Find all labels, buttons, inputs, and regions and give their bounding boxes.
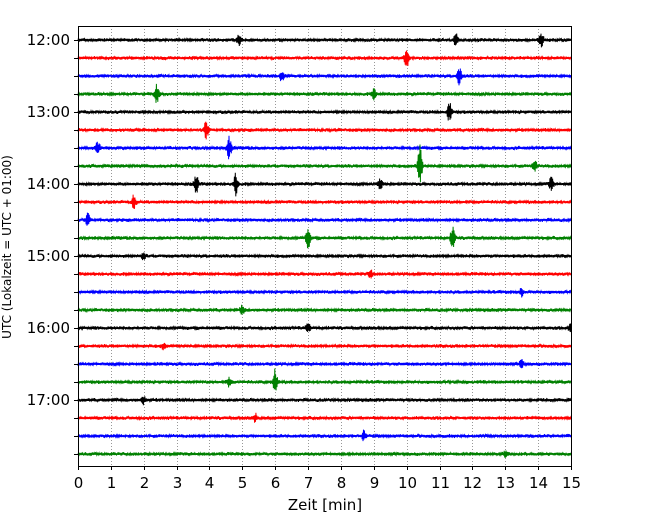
x-tick-label: 12 xyxy=(463,474,482,492)
plot-frame xyxy=(78,26,572,467)
x-tick-label: 14 xyxy=(529,474,548,492)
seismic-trace xyxy=(77,83,572,103)
y-axis-label: UTC (Lokalzeit = UTC + 01:00) xyxy=(0,155,14,339)
y-tick-label: 17:00 xyxy=(27,391,70,409)
x-tick-label: 10 xyxy=(398,474,417,492)
x-tick-label: 1 xyxy=(107,474,117,492)
x-tick-label: 0 xyxy=(74,474,84,492)
seismic-trace xyxy=(77,359,572,369)
seismic-trace xyxy=(77,429,572,442)
seismic-trace xyxy=(77,172,572,197)
seismic-trace xyxy=(77,368,572,391)
x-gridlines xyxy=(111,26,539,466)
seismic-trace xyxy=(77,121,572,140)
seismic-trace xyxy=(77,135,572,160)
seismic-trace xyxy=(77,304,572,315)
seismic-trace xyxy=(77,342,572,351)
x-tick-label: 8 xyxy=(337,474,347,492)
seismic-trace xyxy=(77,144,572,183)
seismic-traces xyxy=(77,33,572,458)
x-tick-label: 9 xyxy=(370,474,380,492)
x-tick-label: 3 xyxy=(173,474,183,492)
y-axis-ticks: 12:00 13:00 14:00 15:00 16:00 17:00 xyxy=(27,31,78,455)
seismic-trace xyxy=(77,450,572,458)
x-tick-label: 5 xyxy=(238,474,248,492)
seismic-trace xyxy=(77,252,572,261)
seismic-trace xyxy=(77,323,572,333)
seismic-trace xyxy=(77,226,572,249)
x-tick-label: 15 xyxy=(562,474,581,492)
x-tick-label: 13 xyxy=(496,474,515,492)
y-tick-label: 14:00 xyxy=(27,175,70,193)
x-tick-label: 6 xyxy=(271,474,281,492)
seismic-trace xyxy=(77,396,572,406)
seismic-trace xyxy=(77,33,572,48)
seismic-trace xyxy=(77,50,572,67)
seismic-trace xyxy=(77,288,572,298)
y-tick-label: 16:00 xyxy=(27,319,70,337)
x-tick-label: 11 xyxy=(431,474,450,492)
seismic-trace xyxy=(77,412,572,423)
seismic-trace xyxy=(77,103,572,121)
x-axis-ticks: 0 1 2 3 4 5 6 7 8 9 10 11 12 13 14 15 xyxy=(74,466,581,492)
x-tick-label: 7 xyxy=(304,474,314,492)
x-tick-label: 2 xyxy=(140,474,150,492)
seismic-trace xyxy=(77,269,572,279)
seismic-trace xyxy=(77,68,572,86)
x-axis-label: Zeit [min] xyxy=(288,496,362,514)
y-tick-label: 12:00 xyxy=(27,31,70,49)
y-tick-label: 13:00 xyxy=(27,103,70,121)
x-tick-label: 4 xyxy=(205,474,215,492)
seismic-trace xyxy=(77,212,572,226)
seismic-trace xyxy=(77,194,572,209)
y-tick-label: 15:00 xyxy=(27,247,70,265)
